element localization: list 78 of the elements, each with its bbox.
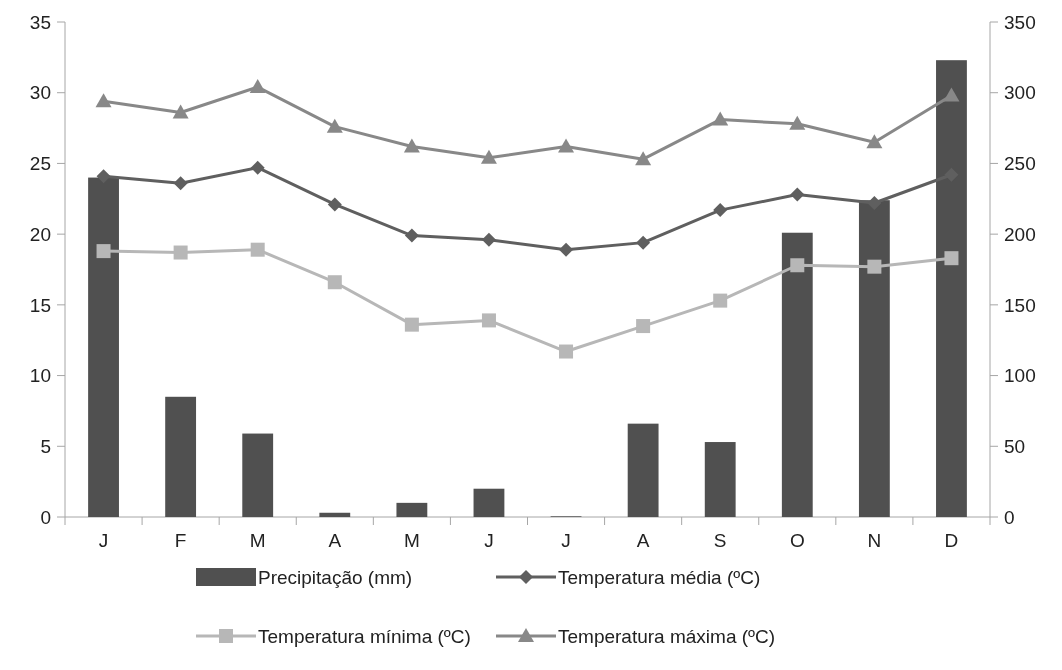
bar xyxy=(473,488,505,517)
y2-tick-label: 50 xyxy=(1004,435,1026,457)
x-tick-label: D xyxy=(944,530,959,551)
x-tick-label: F xyxy=(174,530,187,551)
bar xyxy=(165,396,197,517)
point xyxy=(867,196,882,211)
point xyxy=(481,232,496,247)
point xyxy=(558,138,575,153)
y-tick-label: 5 xyxy=(40,435,51,457)
y2-tick-label: 150 xyxy=(1004,294,1036,316)
point xyxy=(96,244,111,259)
bar xyxy=(781,232,813,517)
legend-label: Temperatura máxima (ºC) xyxy=(558,625,776,647)
y-tick-label: 30 xyxy=(29,82,51,104)
bar xyxy=(627,423,659,517)
point xyxy=(944,251,959,266)
y-tick-label: 35 xyxy=(29,11,51,33)
point xyxy=(404,317,419,332)
bar xyxy=(936,60,967,517)
point xyxy=(327,197,342,212)
point xyxy=(713,203,728,218)
y2-tick-label: 100 xyxy=(1004,365,1036,387)
point xyxy=(636,235,651,250)
y-tick-label: 25 xyxy=(29,153,51,175)
y-tick-label: 10 xyxy=(29,365,51,387)
point xyxy=(250,160,265,175)
point xyxy=(866,134,883,149)
point xyxy=(789,115,806,130)
point xyxy=(559,344,574,359)
point xyxy=(95,93,112,108)
point xyxy=(327,275,342,290)
point xyxy=(635,151,652,166)
x-tick-label: A xyxy=(328,530,342,551)
x-tick-label: J xyxy=(561,530,571,551)
point xyxy=(173,176,188,191)
y2-tick-label: 250 xyxy=(1004,153,1036,175)
point xyxy=(404,228,419,243)
point xyxy=(326,118,343,133)
x-tick-label: M xyxy=(249,530,266,551)
point xyxy=(712,111,729,126)
point xyxy=(480,149,497,164)
x-tick-label: M xyxy=(403,530,420,551)
y-tick-label: 20 xyxy=(29,223,51,245)
legend-label: Temperatura mínima (ºC) xyxy=(258,625,471,647)
bar xyxy=(858,200,890,517)
point xyxy=(96,169,111,184)
x-tick-label: J xyxy=(98,530,109,551)
point xyxy=(559,242,574,257)
point xyxy=(790,187,805,202)
x-tick-label: N xyxy=(867,530,882,551)
x-tick-label: A xyxy=(636,530,650,551)
bar xyxy=(88,177,119,517)
point xyxy=(249,79,266,94)
point xyxy=(403,138,420,153)
point xyxy=(867,259,882,274)
y-tick-label: 15 xyxy=(29,294,51,316)
point xyxy=(790,258,805,273)
point xyxy=(713,293,728,308)
x-tick-label: J xyxy=(484,530,494,551)
bar xyxy=(319,512,351,517)
legend-label: Temperatura média (ºC) xyxy=(558,566,761,588)
x-tick-label: S xyxy=(713,530,727,551)
legend-label: Precipitação (mm) xyxy=(258,566,413,588)
point xyxy=(943,87,960,102)
bar xyxy=(396,502,428,517)
y-tick-label: 0 xyxy=(40,506,51,528)
point xyxy=(481,313,496,328)
bar xyxy=(704,442,736,517)
point xyxy=(173,245,188,260)
point xyxy=(172,104,189,119)
point xyxy=(636,319,651,334)
x-tick-label: O xyxy=(789,530,805,551)
y2-tick-label: 350 xyxy=(1004,11,1036,33)
y2-tick-label: 300 xyxy=(1004,82,1036,104)
y2-tick-label: 0 xyxy=(1004,506,1015,528)
y2-tick-label: 200 xyxy=(1004,223,1036,245)
bar xyxy=(242,433,274,517)
point xyxy=(250,242,265,257)
